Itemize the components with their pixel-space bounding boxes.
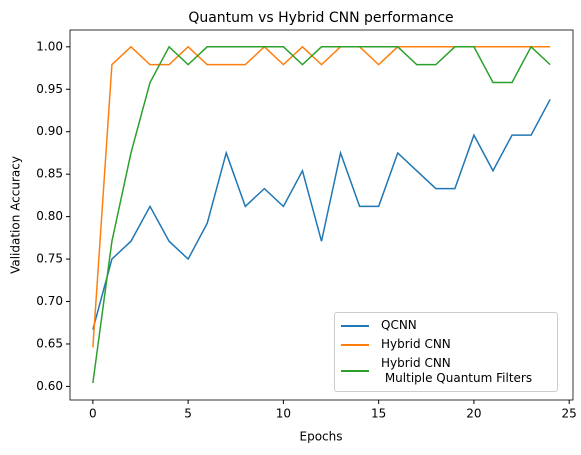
y-tick-label: 0.80 — [36, 209, 63, 223]
x-tick-label: 20 — [466, 407, 481, 421]
legend-swatch — [341, 343, 369, 346]
x-axis-label: Epochs — [300, 430, 343, 444]
legend-swatch — [341, 324, 369, 327]
legend-label: Hybrid CNN — [381, 337, 451, 351]
legend-swatch — [341, 370, 369, 372]
y-tick-label: 0.70 — [36, 294, 63, 308]
y-tick-label: 0.75 — [36, 252, 63, 266]
legend-entry: Hybrid CNN Multiple Quantum Filters — [335, 354, 557, 388]
series-line — [92, 45, 551, 384]
y-tick-label: 0.60 — [36, 379, 63, 393]
legend-entry: Hybrid CNN — [335, 335, 557, 354]
x-tick-label: 0 — [89, 407, 97, 421]
legend-label: Hybrid CNN Multiple Quantum Filters — [381, 356, 533, 385]
y-tick-label: 0.95 — [36, 82, 63, 96]
y-tick-label: 0.65 — [36, 336, 63, 350]
y-axis-label: Validation Accuracy — [9, 156, 23, 274]
chart-title: Quantum vs Hybrid CNN performance — [188, 10, 453, 26]
legend-entry: QCNN — [335, 316, 557, 335]
x-tick-label: 25 — [562, 407, 577, 421]
series-line — [92, 99, 551, 330]
y-tick-label: 0.90 — [36, 124, 63, 138]
legend-label: QCNN — [381, 318, 417, 332]
y-tick-label: 1.00 — [36, 39, 63, 53]
y-tick-label: 0.85 — [36, 167, 63, 181]
x-tick-label: 15 — [371, 407, 386, 421]
x-tick-label: 5 — [184, 407, 192, 421]
plot-frame — [69, 29, 574, 401]
series-line — [92, 45, 551, 348]
legend: QCNN Hybrid CNN Hybrid CNN Multiple Quantu… — [334, 312, 558, 392]
x-tick-label: 10 — [276, 407, 291, 421]
